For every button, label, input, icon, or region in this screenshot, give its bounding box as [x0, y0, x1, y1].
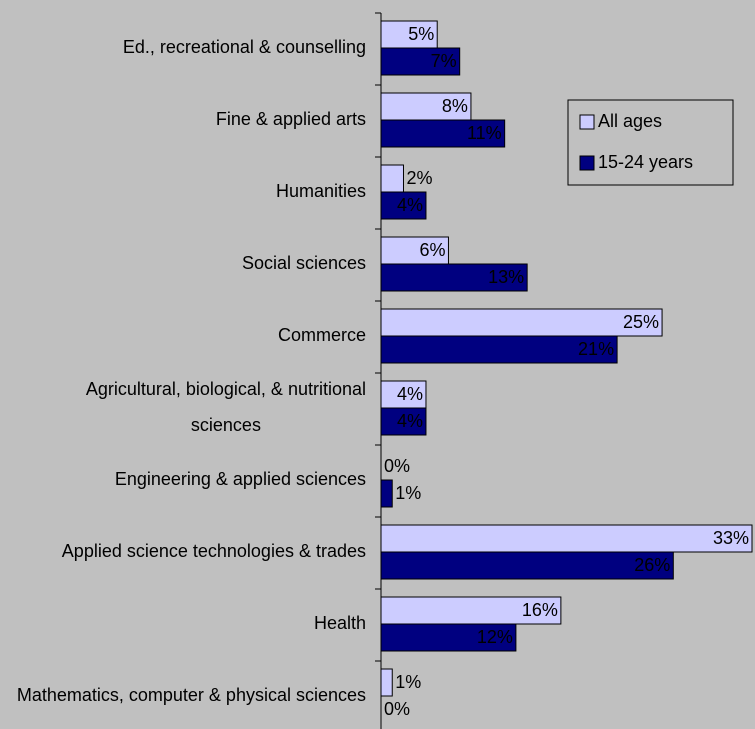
value-label: 7%	[431, 51, 457, 71]
value-label: 5%	[408, 24, 434, 44]
bar	[380, 524, 753, 553]
bar	[380, 551, 674, 580]
category-label: Applied science technologies & trades	[62, 541, 366, 561]
category-label: Humanities	[276, 181, 366, 201]
bar	[380, 47, 461, 76]
value-label: 4%	[397, 195, 423, 215]
value-label: 25%	[623, 312, 659, 332]
bar	[380, 596, 562, 625]
value-label: 33%	[713, 528, 749, 548]
legend-label: 15-24 years	[598, 152, 693, 172]
bar	[380, 407, 427, 436]
bar	[380, 263, 528, 292]
bar	[380, 668, 393, 697]
value-label: 11%	[467, 123, 502, 143]
bar	[380, 335, 618, 364]
category-label: Agricultural, biological, & nutritional s…	[86, 379, 366, 435]
bar	[380, 20, 438, 49]
value-label: 4%	[397, 411, 423, 431]
legend-label: All ages	[598, 111, 662, 131]
legend-box	[567, 99, 734, 186]
value-label: 1%	[395, 483, 421, 503]
bar	[380, 623, 517, 652]
category-label: Ed., recreational & counselling	[123, 37, 366, 57]
value-label: 13%	[488, 267, 524, 287]
value-label: 1%	[395, 672, 421, 692]
bar	[380, 191, 427, 220]
bar	[380, 479, 393, 508]
value-label: 12%	[477, 627, 513, 647]
category-label: Fine & applied arts	[216, 109, 366, 129]
value-label: 8%	[442, 96, 468, 116]
legend-swatch	[579, 155, 595, 171]
bar	[380, 236, 449, 265]
value-label: 26%	[634, 555, 670, 575]
category-label: Health	[314, 613, 366, 633]
bar	[380, 164, 404, 193]
category-label: Commerce	[278, 325, 366, 345]
value-label: 0%	[384, 456, 410, 476]
value-label: 16%	[522, 600, 558, 620]
value-label: 4%	[397, 384, 423, 404]
category-label: Engineering & applied sciences	[115, 469, 366, 489]
legend-swatch	[579, 114, 595, 130]
bar	[380, 92, 472, 121]
value-label: 6%	[419, 240, 445, 260]
category-label: Mathematics, computer & physical science…	[17, 685, 366, 705]
value-label: 21%	[578, 339, 614, 359]
category-label: Social sciences	[242, 253, 366, 273]
bar	[380, 380, 427, 409]
value-label: 0%	[384, 699, 410, 719]
bar	[380, 308, 663, 337]
value-label: 2%	[406, 168, 432, 188]
bar	[380, 119, 506, 148]
